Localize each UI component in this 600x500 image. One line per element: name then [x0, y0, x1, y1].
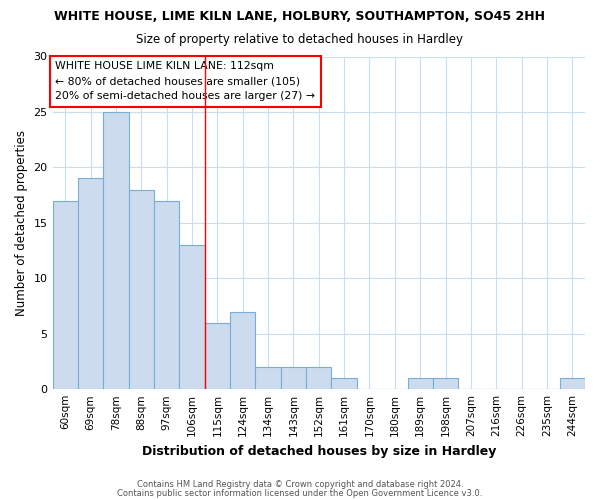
Bar — [103, 112, 128, 389]
Bar — [78, 178, 103, 389]
Bar — [306, 367, 331, 389]
Bar — [256, 367, 281, 389]
Bar — [154, 200, 179, 389]
Bar — [179, 245, 205, 389]
Text: Size of property relative to detached houses in Hardley: Size of property relative to detached ho… — [137, 32, 464, 46]
Text: WHITE HOUSE, LIME KILN LANE, HOLBURY, SOUTHAMPTON, SO45 2HH: WHITE HOUSE, LIME KILN LANE, HOLBURY, SO… — [55, 10, 545, 23]
Bar — [560, 378, 585, 389]
Bar — [433, 378, 458, 389]
Bar — [331, 378, 357, 389]
Bar — [53, 200, 78, 389]
Y-axis label: Number of detached properties: Number of detached properties — [15, 130, 28, 316]
Bar — [230, 312, 256, 389]
Bar — [281, 367, 306, 389]
X-axis label: Distribution of detached houses by size in Hardley: Distribution of detached houses by size … — [142, 444, 496, 458]
Text: WHITE HOUSE LIME KILN LANE: 112sqm
← 80% of detached houses are smaller (105)
20: WHITE HOUSE LIME KILN LANE: 112sqm ← 80%… — [55, 62, 315, 101]
Text: Contains public sector information licensed under the Open Government Licence v3: Contains public sector information licen… — [118, 489, 482, 498]
Bar — [407, 378, 433, 389]
Bar — [128, 190, 154, 389]
Text: Contains HM Land Registry data © Crown copyright and database right 2024.: Contains HM Land Registry data © Crown c… — [137, 480, 463, 489]
Bar — [205, 322, 230, 389]
